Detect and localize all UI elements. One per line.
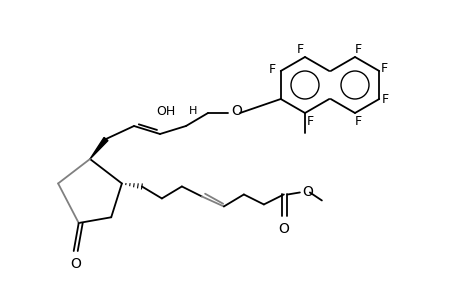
Polygon shape	[90, 137, 108, 159]
Text: F: F	[306, 115, 313, 128]
Text: H: H	[189, 106, 197, 116]
Text: F: F	[381, 92, 388, 106]
Text: F: F	[296, 43, 303, 56]
Text: F: F	[354, 43, 361, 56]
Text: O: O	[70, 257, 81, 271]
Text: O: O	[230, 104, 241, 118]
Text: F: F	[380, 61, 387, 74]
Text: F: F	[269, 62, 276, 76]
Text: O: O	[301, 185, 312, 200]
Text: OH: OH	[157, 105, 176, 118]
Text: F: F	[354, 115, 361, 128]
Text: O: O	[278, 223, 289, 236]
